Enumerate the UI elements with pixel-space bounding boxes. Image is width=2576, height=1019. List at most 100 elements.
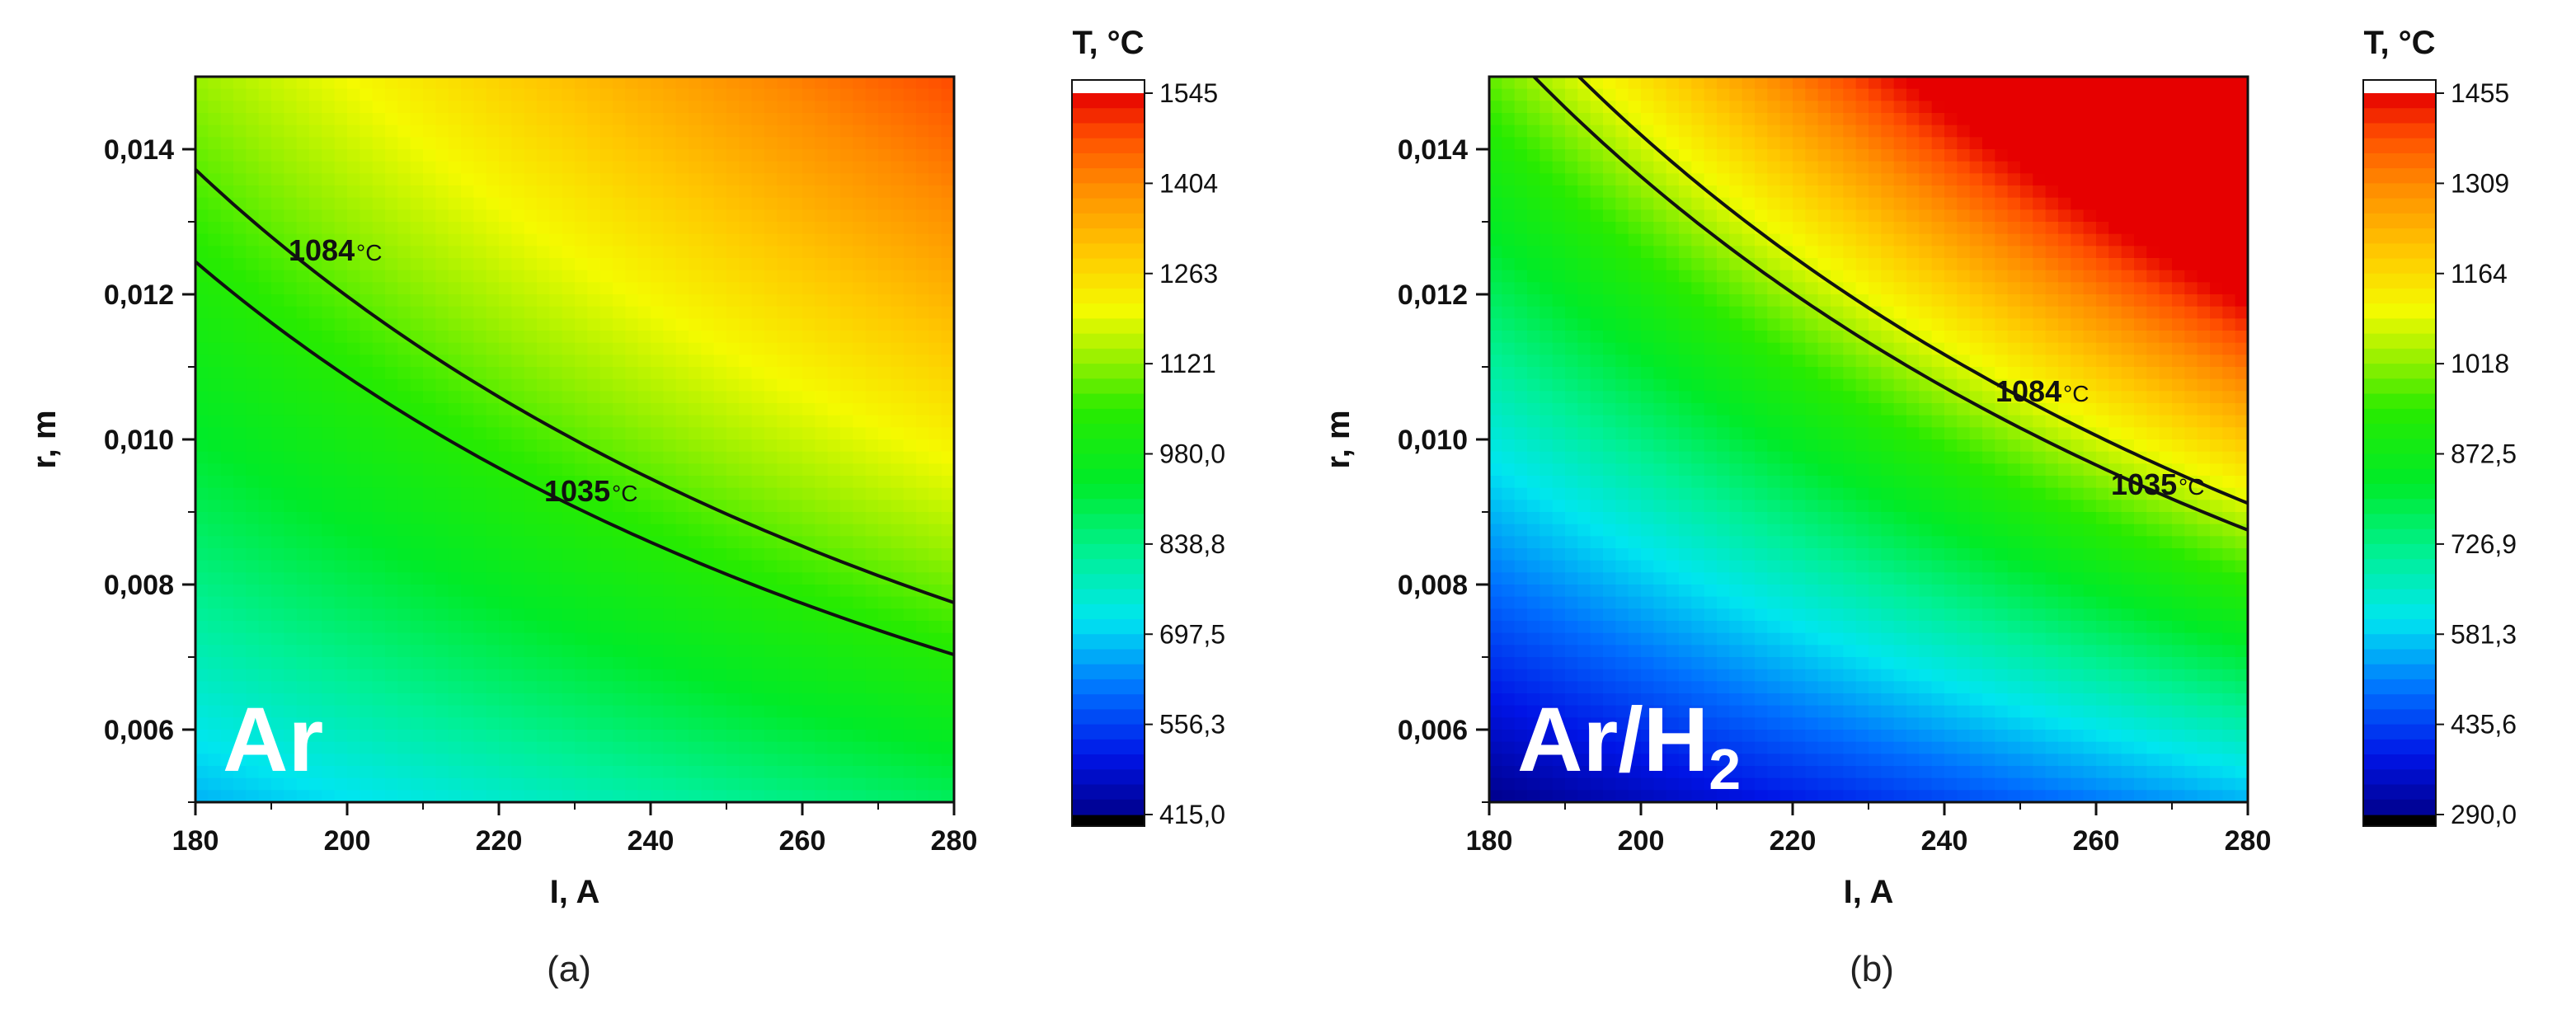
- heatmap-cell: [195, 512, 209, 524]
- heatmap-cell: [195, 524, 209, 537]
- heatmap-cell: [815, 125, 828, 138]
- heatmap-cell: [499, 621, 512, 633]
- heatmap-cell: [297, 113, 310, 125]
- heatmap-cell: [1629, 548, 1642, 561]
- heatmap-cell: [473, 645, 487, 657]
- heatmap-cell: [1565, 427, 1578, 439]
- heatmap-cell: [613, 585, 626, 597]
- heatmap-cell: [651, 427, 664, 439]
- heatmap-cell: [397, 89, 411, 101]
- heatmap-cell: [651, 597, 664, 609]
- heatmap-cell: [549, 379, 562, 392]
- heatmap-cell: [487, 681, 500, 693]
- heatmap-cell: [600, 597, 613, 609]
- heatmap-cell: [689, 742, 702, 754]
- heatmap-cell: [1502, 294, 1515, 307]
- heatmap-cell: [840, 717, 853, 730]
- heatmap-cell: [537, 149, 550, 162]
- heatmap-cell: [297, 548, 310, 561]
- heatmap-cell: [916, 572, 929, 585]
- heatmap-cell: [752, 294, 765, 307]
- heatmap-cell: [1666, 343, 1680, 355]
- heatmap-cell: [1565, 476, 1578, 488]
- heatmap-cell: [461, 222, 474, 234]
- heatmap-cell: [1729, 343, 1742, 355]
- heatmap-cell: [487, 282, 500, 294]
- heatmap-cell: [511, 766, 524, 778]
- heatmap-cell: [1539, 645, 1553, 657]
- heatmap-cell: [916, 500, 929, 512]
- heatmap-cell: [1591, 222, 1604, 234]
- heatmap-cell: [726, 307, 740, 319]
- heatmap-cell: [511, 416, 524, 428]
- heatmap-cell: [904, 391, 917, 403]
- heatmap-cell: [195, 536, 209, 548]
- heatmap-cell: [1489, 561, 1502, 573]
- heatmap-cell: [537, 77, 550, 89]
- heatmap-cell: [1539, 234, 1553, 247]
- heatmap-cell: [689, 766, 702, 778]
- heatmap-cell: [802, 463, 816, 476]
- heatmap-cell: [676, 355, 689, 367]
- heatmap-cell: [840, 113, 853, 125]
- heatmap-cell: [524, 742, 538, 754]
- heatmap-cell: [575, 246, 588, 258]
- heatmap-cell: [676, 717, 689, 730]
- heatmap-cell: [802, 222, 816, 234]
- heatmap-cell: [1603, 548, 1616, 561]
- heatmap-cell: [461, 730, 474, 742]
- heatmap-cell: [802, 790, 816, 802]
- heatmap-cell: [1539, 524, 1553, 537]
- heatmap-cell: [1565, 234, 1578, 247]
- heatmap-cell: [411, 77, 424, 89]
- heatmap-cell: [1691, 307, 1704, 319]
- heatmap-cell: [335, 633, 348, 646]
- heatmap-cell: [663, 561, 676, 573]
- heatmap-cell: [1591, 657, 1604, 669]
- heatmap-cell: [487, 536, 500, 548]
- heatmap-cell: [347, 318, 360, 331]
- heatmap-cell: [1742, 355, 1756, 367]
- heatmap-cell: [651, 572, 664, 585]
- heatmap-cell: [1729, 101, 1742, 113]
- heatmap-cell: [638, 778, 651, 791]
- heatmap-cell: [1641, 367, 1654, 379]
- heatmap-cell: [246, 572, 259, 585]
- heatmap-cell: [284, 343, 297, 355]
- heatmap-cell: [904, 621, 917, 633]
- heatmap-cell: [689, 536, 702, 548]
- heatmap-cell: [1742, 234, 1756, 247]
- heatmap-cell: [271, 608, 284, 621]
- heatmap-cell: [575, 681, 588, 693]
- heatmap-cell: [423, 403, 436, 416]
- heatmap-cell: [1629, 608, 1642, 621]
- heatmap-cell: [928, 270, 942, 283]
- heatmap-cell: [233, 790, 247, 802]
- heatmap-cell: [928, 439, 942, 452]
- heatmap-cell: [1539, 113, 1553, 125]
- heatmap-cell: [651, 77, 664, 89]
- heatmap-cell: [271, 512, 284, 524]
- heatmap-cell: [701, 222, 714, 234]
- heatmap-cell: [487, 669, 500, 682]
- heatmap-cell: [271, 258, 284, 270]
- heatmap-cell: [613, 742, 626, 754]
- heatmap-cell: [802, 742, 816, 754]
- heatmap-cell: [726, 524, 740, 537]
- heatmap-cell: [1653, 209, 1666, 222]
- heatmap-cell: [1553, 657, 1566, 669]
- heatmap-cell: [904, 706, 917, 718]
- heatmap-cell: [221, 463, 234, 476]
- heatmap-cell: [1717, 294, 1730, 307]
- heatmap-cell: [487, 790, 500, 802]
- heatmap-cell: [1666, 452, 1680, 464]
- heatmap-cell: [449, 742, 462, 754]
- heatmap-cell: [1615, 379, 1629, 392]
- heatmap-cell: [309, 113, 322, 125]
- heatmap-cell: [1641, 307, 1654, 319]
- heatmap-cell: [638, 294, 651, 307]
- heatmap-cell: [524, 512, 538, 524]
- heatmap-cell: [537, 307, 550, 319]
- heatmap-cell: [1704, 403, 1718, 416]
- colorbar-band: [1072, 604, 1145, 620]
